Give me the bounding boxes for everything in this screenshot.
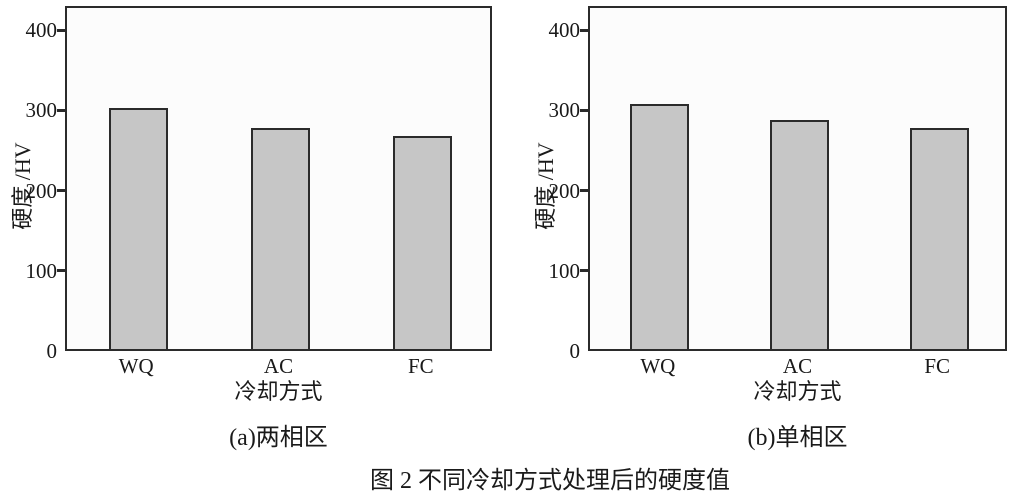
bar-fc [393, 135, 453, 349]
y-tick-mark [57, 108, 65, 112]
subplot-caption-a: (a)两相区 [229, 425, 328, 451]
x-axis-label: 冷却方式 [234, 379, 323, 404]
y-tick-label: 100 [25, 258, 58, 283]
x-tick-label-ac: AC [263, 354, 294, 378]
y-tick-label: 0 [46, 339, 58, 363]
bar-fc [909, 128, 969, 349]
x-tick-label-wq: WQ [118, 354, 154, 378]
y-tick-label: 300 [25, 98, 58, 123]
figure-caption: 图 2 不同冷却方式处理后的硬度值 [370, 468, 730, 494]
y-tick-mark [57, 28, 65, 32]
y-tick-mark [580, 28, 588, 32]
x-tick-label-fc: FC [407, 354, 434, 378]
x-axis-label: 冷却方式 [753, 379, 842, 404]
bar-ac [251, 127, 310, 349]
plot-area [588, 6, 1007, 351]
y-tick-label: 200 [548, 178, 581, 203]
y-tick-label: 0 [569, 339, 581, 363]
y-tick-label: 400 [25, 18, 58, 43]
y-tick-mark [57, 269, 65, 273]
x-tick-label-ac: AC [782, 354, 813, 378]
subplot-caption-b: (b)单相区 [747, 425, 848, 451]
y-tick-mark [57, 189, 65, 193]
y-tick-label: 200 [25, 178, 58, 203]
y-tick-mark [580, 269, 588, 273]
y-tick-label: 100 [548, 258, 581, 283]
bar-wq [630, 103, 690, 349]
bar-wq [108, 108, 168, 349]
chart-two-phase-region: 硬度 /HV 冷却方式 (a)两相区 0 100 200 300 400 WQ AC FC [0, 0, 506, 460]
x-tick-label-wq: WQ [640, 354, 676, 378]
y-tick-label: 300 [548, 98, 581, 123]
chart-single-phase-region: 硬度 /HV 冷却方式 (b)单相区 0 100 200 300 400 WQ AC FC [523, 0, 1012, 460]
bar-ac [770, 120, 829, 349]
y-tick-mark [580, 108, 588, 112]
y-tick-label: 400 [548, 18, 581, 43]
y-tick-mark [580, 189, 588, 193]
x-tick-label-fc: FC [924, 354, 950, 378]
plot-area [65, 6, 492, 351]
